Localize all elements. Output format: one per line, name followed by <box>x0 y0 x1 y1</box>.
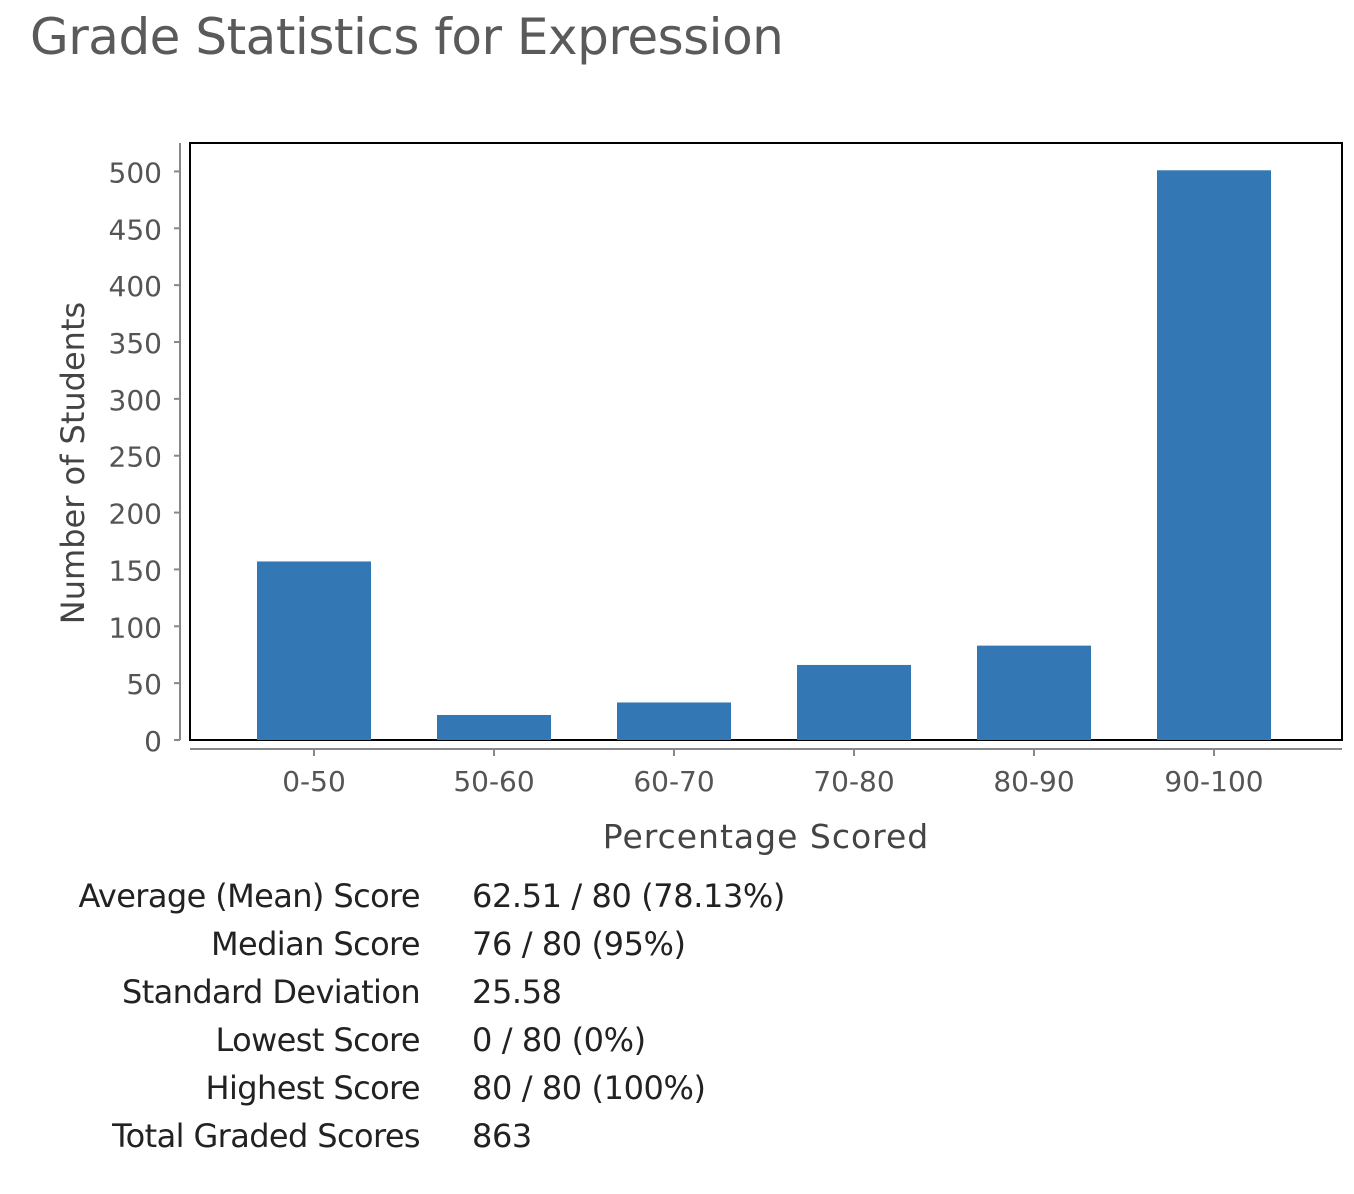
y-tick-label: 450 <box>109 213 162 246</box>
stat-row-highest: Highest Score 80 / 80 (100%) <box>0 1064 785 1112</box>
x-tick-label: 50-60 <box>453 765 534 798</box>
stat-value: 76 / 80 (95%) <box>472 925 686 963</box>
stat-value: 25.58 <box>472 973 562 1011</box>
x-tick-label: 60-70 <box>633 765 714 798</box>
x-tick-label: 90-100 <box>1164 765 1263 798</box>
plot-frame <box>189 142 1343 741</box>
stat-row-std-dev: Standard Deviation 25.58 <box>0 968 785 1016</box>
y-tick-label: 300 <box>109 384 162 417</box>
stat-row-mean: Average (Mean) Score 62.51 / 80 (78.13%) <box>0 872 785 920</box>
y-tick-label: 150 <box>109 554 162 587</box>
score-statistics-table: Average (Mean) Score 62.51 / 80 (78.13%)… <box>0 872 785 1160</box>
stat-row-median: Median Score 76 / 80 (95%) <box>0 920 785 968</box>
stat-label: Standard Deviation <box>121 973 421 1011</box>
bar-60-70 <box>617 702 731 740</box>
stat-value: 80 / 80 (100%) <box>472 1069 706 1107</box>
stat-value: 863 <box>472 1117 532 1155</box>
stat-label: Median Score <box>211 925 421 963</box>
x-tick-label: 80-90 <box>993 765 1074 798</box>
x-tick-label: 0-50 <box>282 765 346 798</box>
y-tick-label: 250 <box>109 441 162 474</box>
x-axis-label: Percentage Scored <box>603 817 930 856</box>
bar-70-80 <box>797 664 911 740</box>
y-axis-label: Number of Students <box>54 302 92 624</box>
y-tick-label: 50 <box>126 668 162 701</box>
y-tick-label: 500 <box>109 156 162 189</box>
bar-50-60 <box>437 714 551 740</box>
bar-80-90 <box>977 645 1091 740</box>
stat-value: 0 / 80 (0%) <box>472 1021 646 1059</box>
bar-0-50 <box>257 561 371 740</box>
stat-row-lowest: Lowest Score 0 / 80 (0%) <box>0 1016 785 1064</box>
y-tick-label: 200 <box>109 498 162 531</box>
stat-label: Lowest Score <box>215 1021 420 1059</box>
y-tick-label: 400 <box>109 270 162 303</box>
y-tick-label: 0 <box>144 725 162 758</box>
stat-label: Total Graded Scores <box>112 1117 420 1155</box>
stat-value: 62.51 / 80 (78.13%) <box>472 877 786 915</box>
grade-distribution-chart: Number of Students Percentage Scored 0 50… <box>54 142 1343 856</box>
bar-90-100 <box>1157 170 1271 740</box>
stat-label: Average (Mean) Score <box>78 877 420 915</box>
x-tick-label: 70-80 <box>813 765 894 798</box>
y-tick-label: 100 <box>109 611 162 644</box>
y-tick-label: 350 <box>109 327 162 360</box>
stat-row-total: Total Graded Scores 863 <box>0 1112 785 1160</box>
stat-label: Highest Score <box>205 1069 421 1107</box>
page-title: Grade Statistics for Expression <box>30 8 784 66</box>
